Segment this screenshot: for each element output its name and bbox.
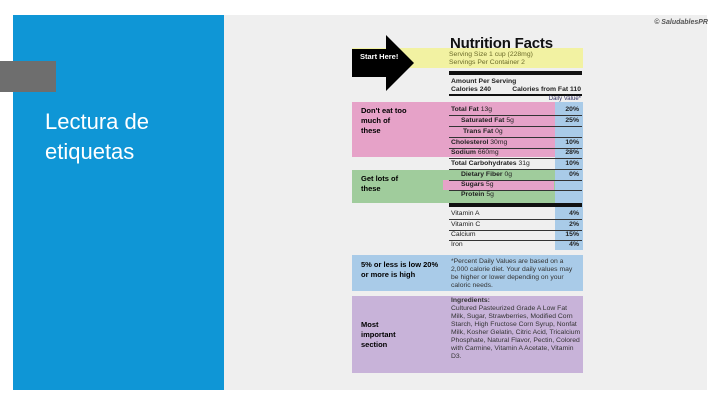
nutrient-row: Total Carbohydrates 31g 10% [451,160,579,167]
ingredients-highlight [352,296,583,373]
ingredients: Ingredients: Cultured Pasteurized Grade … [451,297,581,360]
divider [449,148,582,149]
divider [449,126,582,127]
nutrient-row: Dietary Fiber 0g 0% [461,171,579,178]
medium-rule [449,94,582,96]
nutrition-facts-title: Nutrition Facts [450,35,553,52]
dont-eat-label: Don't eat too much of these [361,106,407,135]
nutrient-row: Total Fat 13g 20% [451,106,579,113]
servings-per-container: Servings Per Container 2 [449,59,525,66]
thick-rule [449,71,582,75]
divider [449,219,582,220]
nutrient-row: Sugars 5g [461,181,494,188]
divider [449,115,582,116]
vitamin-row: Vitamin A 4% [451,210,579,217]
limit-highlight [352,102,583,157]
divider [449,190,582,191]
start-label: Start Here! [360,52,399,61]
slide-title: Lectura de etiquetas [45,109,149,164]
sugars-highlight [443,180,554,190]
nutrient-row: Trans Fat 0g [463,128,503,135]
amount-per-serving: Amount Per Serving [451,78,517,85]
nutrient-row: Cholesterol 30mg 10% [451,139,579,146]
nutrient-row: Sodium 660mg 28% [451,149,579,156]
accent-tab [0,61,56,92]
footnote: *Percent Daily Values are based on a 2,0… [451,258,573,289]
important-label: Most important section [361,320,396,349]
serving-size: Serving Size 1 cup (228mg) [449,51,533,58]
nutrient-row: Saturated Fat 5g 25% [461,117,579,124]
calories-row: Calories 240 Calories from Fat 110 [451,86,581,93]
divider [449,137,582,138]
thick-rule [449,203,582,207]
vitamin-row: Vitamin C 2% [451,221,579,228]
start-arrow-icon [352,35,414,91]
divider [449,240,582,241]
percent-guide-highlight [352,255,583,291]
vitamin-row: Calcium 15% [451,231,579,238]
daily-value-header: Daily Value* [548,96,581,102]
divider [449,158,582,159]
divider [449,169,582,170]
copyright-text: © SaludablesPR [654,19,708,26]
nutrient-row: Protein 5g [461,191,494,198]
vitamin-row: Iron 4% [451,241,579,248]
divider [449,230,582,231]
percent-rule-label: 5% or less is low 20% or more is high [361,260,439,279]
get-lots-label: Get lots of these [361,174,399,193]
divider [449,180,582,181]
